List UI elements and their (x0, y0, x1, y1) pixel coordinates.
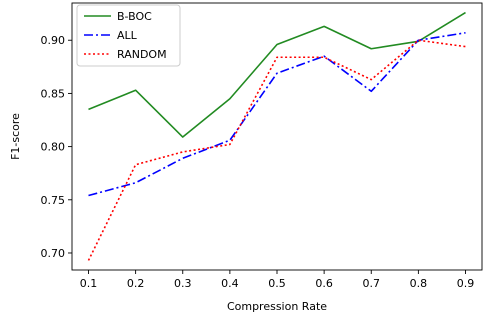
x-tick-label: 0.4 (221, 277, 239, 290)
x-axis-label: Compression Rate (227, 300, 327, 313)
legend-label: B-BOC (117, 10, 152, 23)
y-tick-label: 0.70 (41, 247, 66, 260)
x-tick-label: 0.8 (410, 277, 428, 290)
series-line-b-boc (88, 11, 466, 138)
y-tick-label: 0.75 (41, 194, 66, 207)
x-tick-label: 0.6 (315, 277, 333, 290)
x-tick-label: 0.3 (174, 277, 192, 290)
y-tick-label: 0.90 (41, 34, 66, 47)
legend-label: RANDOM (117, 48, 167, 61)
series-line-all (88, 31, 466, 197)
y-axis-label: F1-score (9, 113, 22, 160)
plot-lines (87, 11, 466, 261)
y-tick-label: 0.80 (41, 141, 66, 154)
x-tick-label: 0.1 (80, 277, 98, 290)
x-tick-label: 0.7 (363, 277, 381, 290)
legend-label: ALL (117, 29, 138, 42)
y-tick-label: 0.85 (41, 87, 66, 100)
legend-box (76, 4, 181, 67)
x-tick-label: 0.2 (127, 277, 145, 290)
series-line-random (87, 39, 466, 261)
legend: B-BOC ALL RANDOM (76, 4, 181, 67)
x-tick-label: 0.9 (457, 277, 475, 290)
x-tick-label: 0.5 (268, 277, 286, 290)
y-axis: 0.70 0.75 0.80 0.85 0.90 (41, 34, 72, 260)
x-axis: 0.1 0.2 0.3 0.4 0.5 0.6 0.7 0.8 0.9 (80, 270, 475, 290)
